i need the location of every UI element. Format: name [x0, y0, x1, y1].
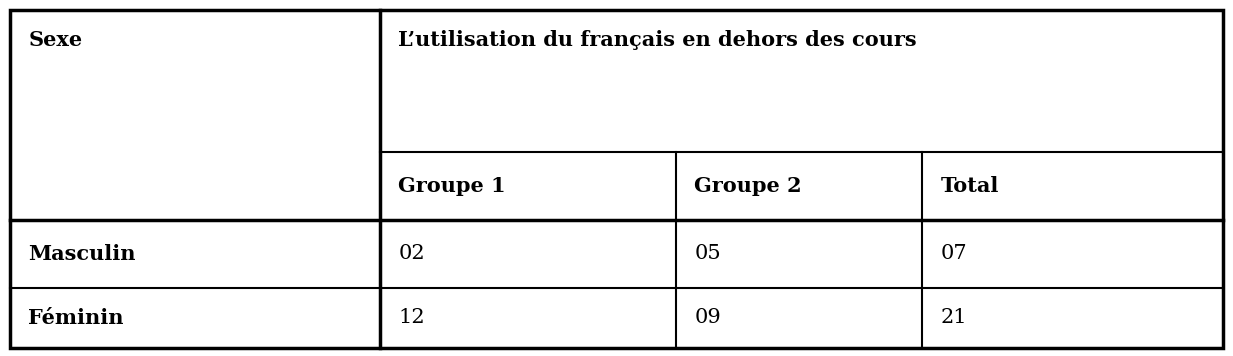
Text: Féminin: Féminin	[28, 308, 123, 328]
Text: Groupe 1: Groupe 1	[398, 176, 506, 196]
Text: L’utilisation du français en dehors des cours: L’utilisation du français en dehors des …	[398, 30, 917, 49]
Text: 05: 05	[694, 244, 721, 263]
Text: 07: 07	[941, 244, 968, 263]
Text: Masculin: Masculin	[28, 244, 136, 264]
Text: Sexe: Sexe	[28, 30, 83, 49]
Text: 09: 09	[694, 308, 721, 328]
Text: 21: 21	[941, 308, 968, 328]
Text: Groupe 2: Groupe 2	[694, 176, 801, 196]
Text: Total: Total	[941, 176, 999, 196]
Text: 12: 12	[398, 308, 425, 328]
Text: 02: 02	[398, 244, 425, 263]
